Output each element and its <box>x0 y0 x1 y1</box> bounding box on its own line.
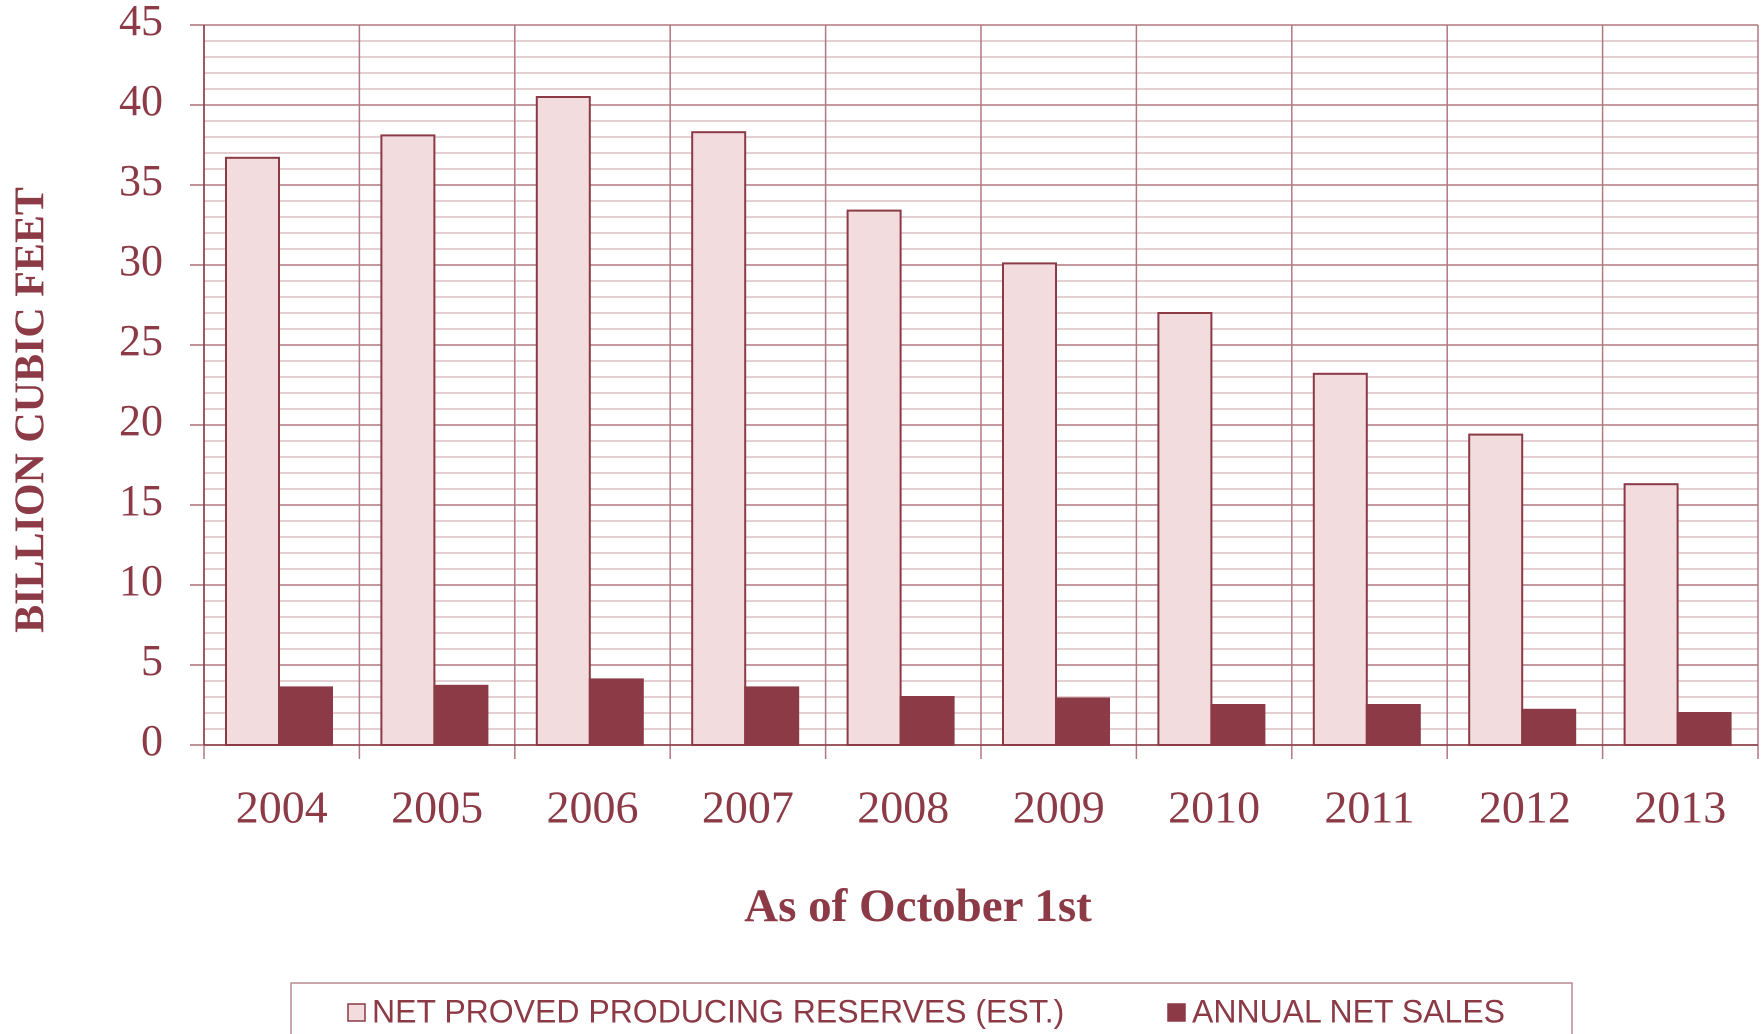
y-tick-label: 10 <box>119 556 163 605</box>
y-axis-title: BILLION CUBIC FEET <box>8 187 54 633</box>
y-tick-label: 45 <box>119 0 163 45</box>
bar <box>1623 483 1679 746</box>
bar <box>225 156 280 747</box>
bar <box>744 686 800 747</box>
bar <box>278 686 333 747</box>
legend-label: NET PROVED PRODUCING RESERVES (EST.) <box>372 993 1064 1029</box>
legend-swatch <box>1167 1003 1186 1022</box>
y-tick-label: 20 <box>119 396 163 445</box>
bar <box>1365 704 1421 746</box>
bar <box>899 696 955 746</box>
bar <box>1210 704 1266 746</box>
legend-swatch <box>347 1003 366 1022</box>
legend-box <box>290 982 1573 1034</box>
x-tick-label: 2004 <box>236 782 328 833</box>
y-tick-label: 25 <box>119 316 163 365</box>
x-tick-label: 2013 <box>1634 782 1726 833</box>
x-tick-label: 2007 <box>702 782 794 833</box>
y-tick-label: 40 <box>119 76 163 125</box>
bar <box>691 131 747 746</box>
bar <box>1676 712 1732 746</box>
y-tick-label: 5 <box>141 636 163 685</box>
bar <box>433 684 489 746</box>
x-tick-label: 2006 <box>547 782 639 833</box>
bar <box>588 678 644 747</box>
x-tick-label: 2011 <box>1324 782 1414 833</box>
y-tick-label: 15 <box>119 476 163 525</box>
y-tick-label: 35 <box>119 156 163 205</box>
bar <box>846 209 902 747</box>
bar <box>1157 312 1213 746</box>
bar <box>1521 708 1577 746</box>
legend-label: ANNUAL NET SALES <box>1192 993 1505 1029</box>
bar <box>1055 697 1110 746</box>
x-axis-title: As of October 1st <box>744 880 1092 932</box>
bar <box>1002 262 1057 746</box>
y-tick-label: 30 <box>119 236 163 285</box>
x-tick-label: 2012 <box>1479 782 1571 833</box>
bar <box>1468 433 1524 746</box>
y-tick-label: 0 <box>141 716 163 765</box>
x-tick-label: 2005 <box>391 782 483 833</box>
bar <box>1312 372 1368 746</box>
x-tick-label: 2008 <box>857 782 949 833</box>
bar <box>535 96 591 746</box>
x-tick-label: 2010 <box>1168 782 1260 833</box>
bar <box>380 134 436 746</box>
x-tick-label: 2009 <box>1013 782 1105 833</box>
